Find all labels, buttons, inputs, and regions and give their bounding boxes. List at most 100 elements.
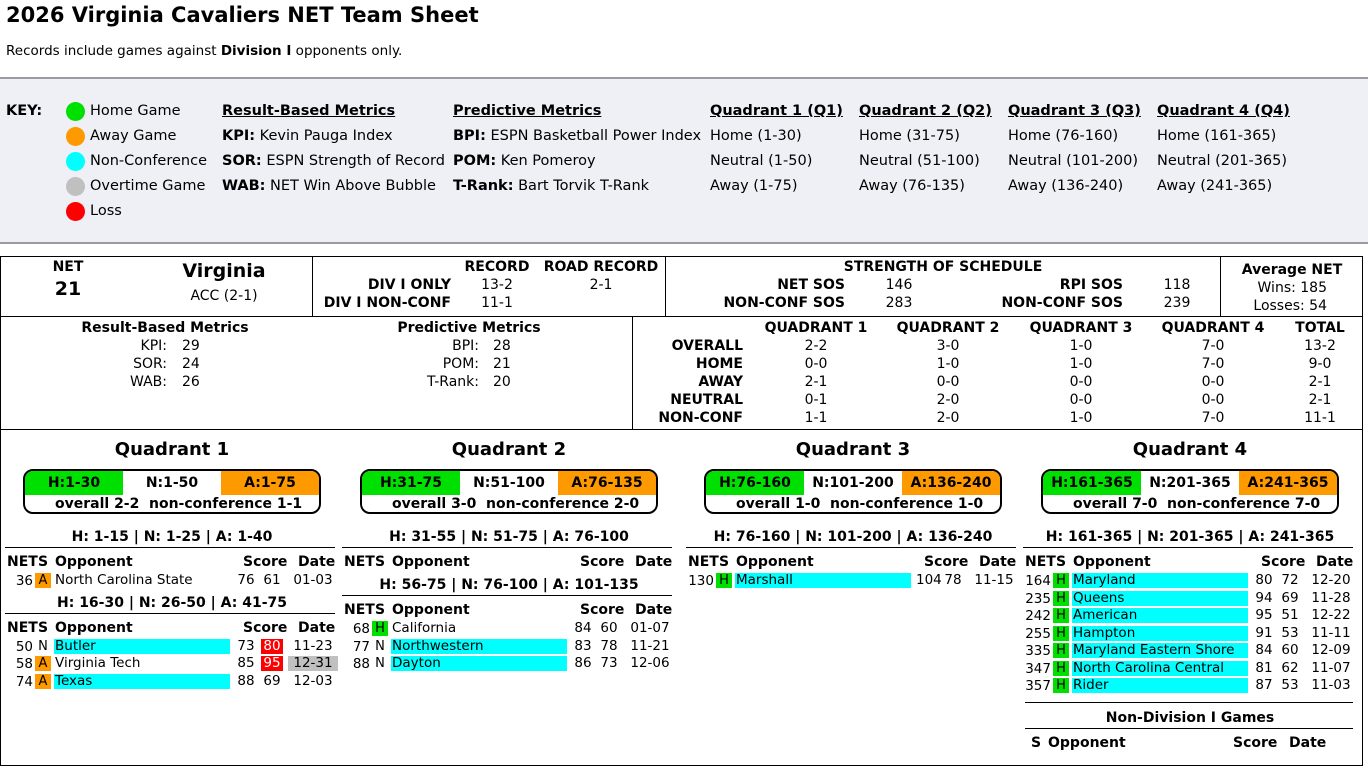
away-range: A:241-365: [1239, 471, 1337, 495]
game-row[interactable]: 164 H Maryland 80 72 12-20: [1019, 572, 1361, 590]
div1-road-record: 2-1: [589, 277, 613, 293]
game-date: 01-03: [293, 572, 333, 588]
quadrant-range-pill: H:1-30 N:1-50 A:1-75 overall 2-2 non-confere…: [23, 469, 321, 514]
game-score-opponent: 80: [261, 638, 283, 654]
game-opponent[interactable]: Hampton: [1072, 625, 1248, 641]
game-opponent[interactable]: Maryland: [1072, 573, 1248, 588]
game-opponent[interactable]: Rider: [1072, 678, 1248, 693]
col-header-date: Date: [635, 602, 673, 618]
game-site: H: [1053, 608, 1069, 623]
game-score-team: 73: [237, 637, 255, 654]
key-q4-heading: Quadrant 4 (Q4): [1157, 103, 1290, 119]
game-date: 11-11: [1311, 624, 1351, 641]
qt-cell: 0-0: [936, 374, 960, 390]
game-date: 11-23: [293, 637, 333, 654]
col-header-opponent: Opponent: [55, 619, 133, 636]
key-q2-home: Home (31-75): [859, 128, 960, 144]
game-row[interactable]: 235 H Queens 94 69 11-28: [1019, 590, 1361, 607]
key-predictive-item: POM: Ken Pomeroy: [453, 153, 596, 169]
col-header-date: Date: [979, 554, 1017, 570]
legend-home-label: Home Game: [90, 103, 181, 119]
game-date: 12-09: [1311, 642, 1351, 658]
game-opponent[interactable]: Butler: [54, 638, 230, 654]
game-date: 11-28: [1311, 589, 1351, 606]
key-label: KEY:: [6, 103, 43, 119]
qt-cell: 1-0: [1069, 356, 1093, 372]
game-net: 357: [1025, 678, 1051, 694]
game-opponent[interactable]: American: [1072, 608, 1248, 623]
game-row[interactable]: 335 H Maryland Eastern Shore 84 60 12-09: [1019, 642, 1361, 660]
subquadrant-range: H: 161-365 | N: 201-365 | A: 241-365: [1045, 529, 1335, 545]
game-opponent[interactable]: California: [392, 620, 457, 636]
game-date: 01-07: [630, 620, 670, 636]
divider: [686, 547, 1016, 548]
trank-value: 20: [493, 374, 511, 390]
game-score-opponent: 69: [263, 672, 281, 689]
game-row[interactable]: 130 H Marshall 104 78 11-15: [682, 572, 1024, 590]
divider: [5, 547, 335, 548]
col-header-net: NET: [344, 602, 375, 618]
game-row[interactable]: 255 H Hampton 91 53 11-11: [1019, 625, 1361, 642]
col-header-score: Score: [580, 554, 625, 570]
game-opponent[interactable]: North Carolina Central: [1072, 660, 1248, 676]
col-header-opponent: Opponent: [1048, 734, 1126, 751]
rpi-sos-label: RPI SOS: [1059, 277, 1123, 293]
rpi-nc-sos: 239: [1163, 295, 1191, 311]
game-score-team: 91: [1255, 624, 1273, 641]
key-q1-home: Home (1-30): [710, 128, 802, 144]
avg-net-wins: Wins: 185: [1257, 280, 1327, 296]
game-net: 88: [352, 656, 370, 672]
net-value: 21: [54, 278, 82, 300]
game-row[interactable]: 74 A Texas 88 69 12-03: [1, 673, 343, 690]
quadrant-overall-record: overall 3-0: [392, 496, 477, 512]
col-header-site: S: [38, 619, 49, 636]
game-score-opponent: 53: [1281, 624, 1299, 641]
game-opponent[interactable]: Marshall: [735, 573, 911, 588]
game-net: 242: [1025, 608, 1051, 624]
col-header-date: Date: [1289, 734, 1327, 751]
game-opponent[interactable]: Texas: [54, 673, 230, 689]
quadrant-1-panel: Quadrant 1 H:1-30 N:1-50 A:1-75 overall 2-2 n…: [1, 429, 343, 765]
quadrant-4-panel: Quadrant 4 H:161-365 N:201-365 A:241-365 ove…: [1019, 429, 1361, 765]
nonconf-dot-icon: [66, 152, 85, 171]
game-date: 11-07: [1311, 659, 1351, 676]
game-row[interactable]: 50 N Butler 73 80 11-23: [1, 638, 343, 655]
neutral-range: N:101-200: [804, 471, 902, 495]
game-row[interactable]: 357 H Rider 87 53 11-03: [1019, 677, 1361, 695]
game-site: H: [1053, 625, 1069, 641]
game-row[interactable]: 347 H North Carolina Central 81 62 11-07: [1019, 660, 1361, 677]
bpi-label: BPI:: [452, 338, 479, 354]
game-row[interactable]: 58 A Virginia Tech 85 95 12-31: [1, 655, 343, 672]
qt-cell: 2-0: [936, 410, 960, 426]
game-row[interactable]: 88 N Dayton 86 73 12-06: [338, 655, 680, 673]
game-opponent[interactable]: Northwestern: [391, 638, 567, 654]
game-opponent[interactable]: Maryland Eastern Shore: [1072, 643, 1248, 658]
game-opponent[interactable]: Queens: [1072, 590, 1248, 606]
game-row[interactable]: 68 H California 84 60 01-07: [338, 620, 680, 638]
qt-cell: 7-0: [1201, 338, 1225, 354]
game-row[interactable]: 77 N Northwestern 83 78 11-21: [338, 638, 680, 655]
key-q3-neutral: Neutral (101-200): [1008, 153, 1139, 169]
trank-label: T-Rank:: [426, 374, 479, 390]
key-predictive-item: T-Rank: Bart Torvik T-Rank: [453, 178, 650, 194]
qt-cell: 2-2: [804, 338, 828, 354]
game-date: 11-03: [1311, 677, 1351, 693]
quadrant-nonconf-record: non-conference 7-0: [1167, 496, 1321, 512]
divider: [1023, 547, 1353, 548]
game-opponent[interactable]: North Carolina State: [55, 572, 193, 588]
col-header-opponent: Opponent: [392, 602, 470, 618]
qt-cell: 9-0: [1308, 356, 1332, 372]
game-opponent[interactable]: Virginia Tech: [55, 655, 141, 671]
legend-away-label: Away Game: [90, 128, 177, 144]
game-row[interactable]: 242 H American 95 51 12-22: [1019, 607, 1361, 625]
key-q3-heading: Quadrant 3 (Q3): [1008, 103, 1141, 119]
divider: [5, 612, 335, 614]
game-net: 255: [1025, 625, 1051, 642]
col-header-date: Date: [298, 619, 336, 636]
game-opponent[interactable]: Dayton: [391, 656, 567, 671]
game-net: 335: [1025, 643, 1051, 659]
neutral-range: N:1-50: [123, 471, 221, 495]
game-row[interactable]: 36 A North Carolina State 76 61 01-03: [1, 572, 343, 590]
game-net: 74: [15, 673, 33, 690]
game-score-team: 104: [916, 572, 942, 588]
